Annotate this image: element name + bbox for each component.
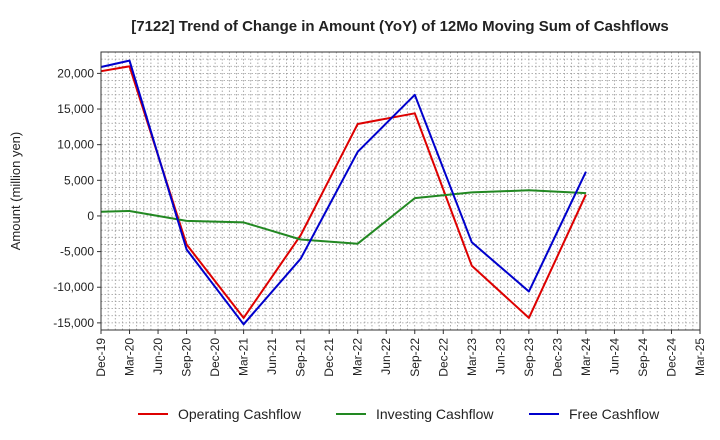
series-line-free-cashflow [100,59,587,326]
x-tick-label: Dec-20 [208,338,222,377]
series-lines [100,59,587,326]
y-tick-label: 10,000 [57,138,94,152]
x-tick-label: Mar-20 [123,338,137,376]
x-tick-label: Mar-23 [465,338,479,376]
chart-title: [7122] Trend of Change in Amount (YoY) o… [131,18,669,35]
x-tick-label: Dec-23 [550,338,564,377]
x-tick-label: Sep-21 [294,338,308,377]
x-tick-label: Jun-20 [151,338,165,375]
x-tick-labels: Dec-19 Mar-20 Jun-20 Sep-20 Dec-20 Mar-21 Jun-… [94,330,707,377]
legend: Operating Cashflow Investing Cashflow Free… [138,406,660,422]
x-tick-label: Dec-24 [664,338,678,377]
legend-label: Investing Cashflow [376,406,494,422]
series-line-investing-cashflow [100,189,586,245]
x-tick-label: Sep-22 [408,338,422,377]
x-tick-label: Sep-23 [522,338,536,377]
x-tick-label: Mar-24 [579,338,593,376]
y-tick-label: 5,000 [64,173,94,187]
plot-area [101,52,700,330]
x-tick-label: Mar-21 [237,338,251,376]
x-tick-label: Jun-24 [607,338,621,375]
x-tick-label: Sep-20 [180,338,194,377]
x-tick-label: Jun-23 [493,338,507,375]
y-tick-label: 0 [87,209,94,223]
y-tick-labels: -15,000 -10,000 -5,000 0 5,000 10,000 15,000 20… [53,66,101,330]
x-tick-label: Mar-22 [351,338,365,376]
y-axis-label: Amount (million yen) [8,132,23,251]
legend-label: Free Cashflow [569,406,660,422]
y-tick-label: -15,000 [53,316,94,330]
grid-lines [101,52,700,330]
x-tick-label: Dec-19 [94,338,108,377]
x-tick-label: Dec-21 [322,338,336,377]
y-tick-label: 20,000 [57,66,94,80]
y-tick-label: -10,000 [53,280,94,294]
y-tick-label: 15,000 [57,102,94,116]
y-tick-label: -5,000 [60,245,94,259]
x-tick-label: Jun-22 [379,338,393,375]
x-tick-label: Sep-24 [636,338,650,377]
x-tick-label: Mar-25 [693,338,707,376]
x-tick-label: Dec-22 [436,338,450,377]
x-tick-label: Jun-21 [265,338,279,375]
legend-label: Operating Cashflow [178,406,302,422]
plot-frame [100,51,701,331]
